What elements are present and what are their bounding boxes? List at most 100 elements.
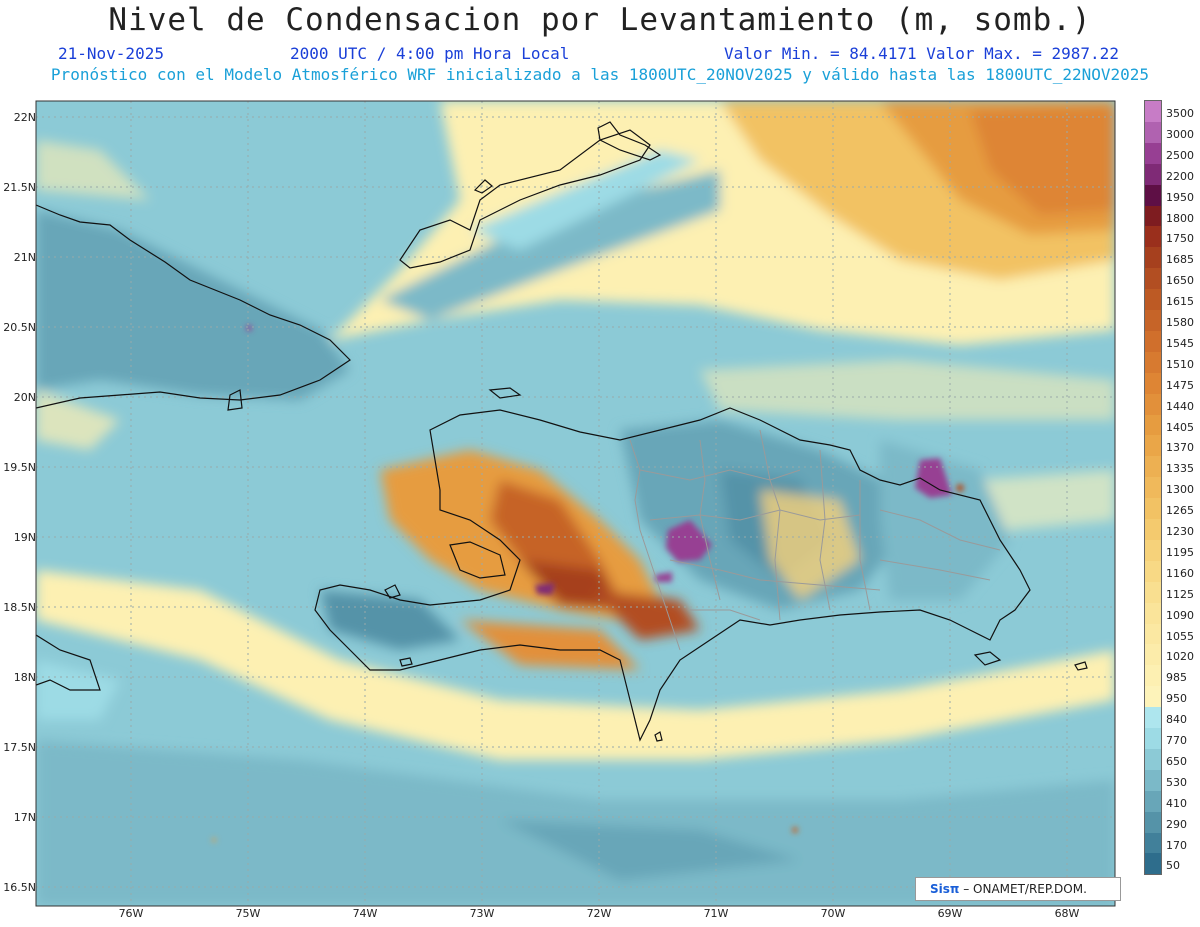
colorbar-swatch — [1145, 247, 1161, 269]
min-max-label: Valor Min. = 84.4171 Valor Max. = 2987.2… — [724, 44, 1119, 63]
lon-label: 75W — [235, 907, 261, 920]
colorbar-swatch — [1145, 728, 1161, 749]
colorbar-swatch — [1145, 142, 1161, 164]
colorbar-label: 3000 — [1166, 127, 1194, 141]
colorbar-label: 530 — [1166, 775, 1187, 789]
colorbar-swatch — [1145, 226, 1161, 248]
colorbar-label: 1405 — [1166, 420, 1194, 434]
forecast-subtitle: Pronóstico con el Modelo Atmosférico WRF… — [50, 65, 1150, 84]
graticule — [36, 101, 1115, 906]
colorbar-label: 985 — [1166, 671, 1187, 685]
colorbar-swatch — [1145, 665, 1161, 687]
lat-label: 17.5N — [3, 741, 36, 754]
colorbar-swatch — [1145, 184, 1161, 206]
lat-label: 19.5N — [3, 461, 36, 474]
colorbar-label: 1195 — [1166, 545, 1194, 559]
colorbar-swatch — [1145, 372, 1161, 394]
colorbar-label: 950 — [1166, 692, 1187, 706]
colorbar-label: 1750 — [1166, 232, 1194, 246]
colorbar-swatch — [1145, 456, 1161, 478]
colorbar-label: 1335 — [1166, 462, 1194, 476]
colorbar-label: 1440 — [1166, 399, 1194, 413]
colorbar-label: 170 — [1166, 838, 1187, 852]
coastlines — [36, 121, 1088, 742]
time-label: 2000 UTC / 4:00 pm Hora Local — [290, 44, 570, 63]
colorbar-swatch — [1145, 477, 1161, 499]
colorbar-label: 1265 — [1166, 504, 1194, 518]
colorbar-label: 1475 — [1166, 378, 1194, 392]
colorbar-label: 1125 — [1166, 587, 1194, 601]
colorbar-frame — [1144, 100, 1162, 876]
colorbar-swatch — [1145, 498, 1161, 520]
colorbar-swatch — [1145, 686, 1161, 708]
colorbar-label: 2200 — [1166, 169, 1194, 183]
colorbar-label: 1370 — [1166, 441, 1194, 455]
lat-label: 18.5N — [3, 601, 36, 614]
colorbar-label: 770 — [1166, 734, 1187, 747]
colorbar-label: 1230 — [1166, 525, 1194, 538]
colorbar-swatch — [1145, 393, 1161, 415]
logo-text: – ONAMET/REP.DOM. — [959, 882, 1087, 896]
colorbar-swatch — [1145, 581, 1161, 603]
colorbar-label: 1545 — [1166, 336, 1194, 350]
colorbar-swatch — [1145, 121, 1161, 143]
colorbar-label: 650 — [1166, 754, 1187, 768]
colorbar-label: 2500 — [1166, 148, 1194, 162]
date-label: 21-Nov-2025 — [58, 44, 164, 63]
lon-label: 73W — [469, 907, 495, 920]
lon-label: 71W — [703, 907, 729, 920]
colorbar-label: 290 — [1166, 817, 1187, 831]
colorbar-swatch — [1145, 644, 1161, 666]
lon-label: 70W — [820, 907, 846, 920]
lon-label: 72W — [586, 907, 612, 920]
colorbar-label: 1055 — [1166, 629, 1194, 643]
colorbar-swatch — [1145, 310, 1161, 331]
lat-label: 19N — [13, 531, 36, 544]
colorbar-swatch — [1145, 268, 1161, 290]
onamet-logo: Sisπ – ONAMET/REP.DOM. — [915, 877, 1121, 901]
lat-label: 20.5N — [3, 321, 36, 334]
colorbar-swatch — [1145, 435, 1161, 457]
colorbar-label: 1800 — [1166, 211, 1194, 225]
colorbar-swatch — [1145, 539, 1161, 561]
colorbar-swatch — [1145, 289, 1161, 311]
colorbar-swatch — [1145, 602, 1161, 624]
colorbar-swatch — [1145, 748, 1161, 770]
colorbar-label: 3500 — [1166, 107, 1194, 120]
forecast-map — [35, 100, 1116, 907]
colorbar-label: 1020 — [1166, 650, 1194, 664]
map-title: Nivel de Condensacion por Levantamiento … — [108, 2, 1092, 38]
colorbar-label: 1950 — [1166, 190, 1194, 204]
colorbar-swatch — [1145, 811, 1161, 833]
lat-label: 22N — [13, 111, 36, 124]
lat-label: 21.5N — [3, 181, 36, 194]
colorbar-label: 1580 — [1166, 316, 1194, 329]
colorbar-label: 410 — [1166, 796, 1187, 810]
lon-label: 74W — [352, 907, 378, 920]
colorbar-swatch — [1145, 769, 1161, 791]
colorbar-label: 840 — [1166, 713, 1187, 727]
lon-label: 68W — [1054, 907, 1080, 920]
colorbar-swatch — [1145, 351, 1161, 373]
colorbar-label: 50 — [1166, 859, 1180, 873]
colorbar-swatch — [1145, 832, 1161, 854]
colorbar-swatch — [1145, 519, 1161, 540]
lat-label: 18N — [13, 671, 36, 684]
province-borders — [629, 429, 1001, 651]
colorbar-swatch — [1145, 853, 1161, 875]
colorbar-label: 1615 — [1166, 295, 1194, 309]
colorbar-label: 1090 — [1166, 608, 1194, 622]
colorbar-swatch — [1145, 330, 1161, 352]
lat-label: 16.5N — [3, 881, 36, 894]
lat-label: 17N — [13, 811, 36, 824]
colorbar-swatch — [1145, 163, 1161, 185]
colorbar-label: 1300 — [1166, 483, 1194, 497]
colorbar-swatch — [1145, 101, 1161, 122]
colorbar-swatch — [1145, 560, 1161, 582]
lon-label: 76W — [118, 907, 144, 920]
colorbar-swatch — [1145, 414, 1161, 436]
lat-label: 20N — [13, 391, 36, 404]
logo-prefix: Sisπ — [930, 882, 960, 896]
colorbar-swatch — [1145, 623, 1161, 645]
colorbar-label: 1685 — [1166, 253, 1194, 267]
